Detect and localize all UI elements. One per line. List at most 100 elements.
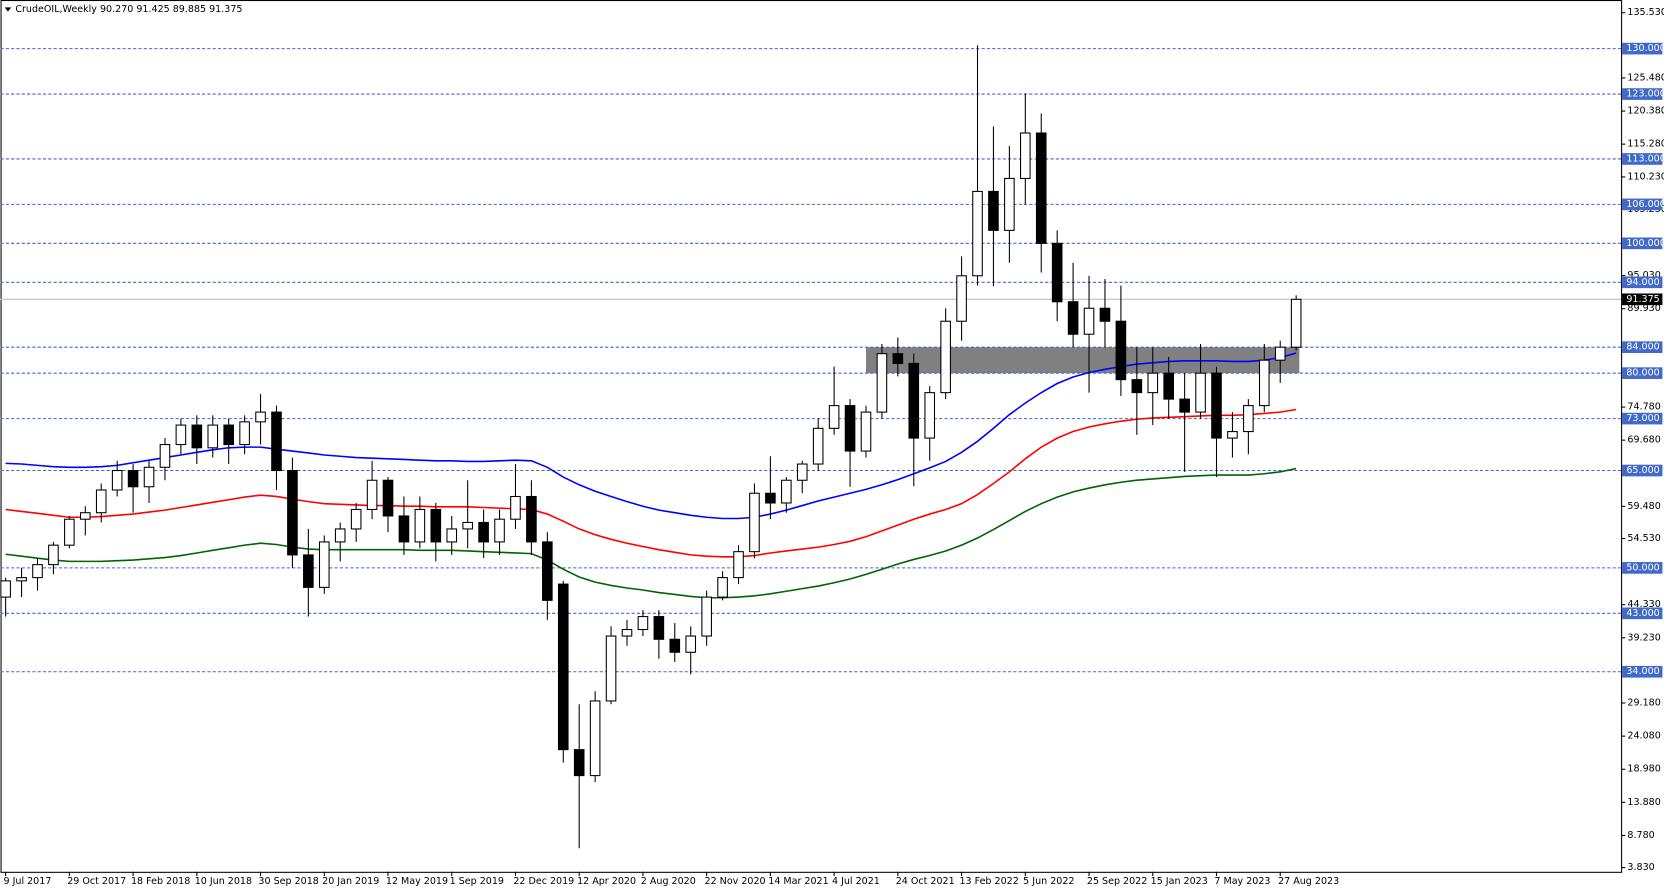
candle-body bbox=[0, 580, 11, 598]
x-tick-label: 18 Feb 2018 bbox=[131, 876, 190, 887]
candle-body bbox=[701, 596, 712, 637]
candle-body bbox=[32, 564, 43, 579]
candle-body bbox=[287, 469, 298, 556]
level-label-box bbox=[1622, 198, 1663, 211]
candle-body bbox=[239, 421, 250, 446]
y-tick-label: 95.030 bbox=[1627, 270, 1660, 281]
x-tick-label: 25 Sep 2022 bbox=[1087, 876, 1147, 887]
candle-body bbox=[1004, 177, 1015, 231]
candle-body bbox=[175, 424, 187, 446]
level-label-box bbox=[1622, 237, 1663, 250]
y-tick-label: 115.280 bbox=[1627, 139, 1664, 150]
y-tick-label: 74.780 bbox=[1627, 402, 1660, 413]
x-tick-label: 29 Oct 2017 bbox=[67, 876, 126, 887]
last-price-label: 91.375 bbox=[1626, 294, 1659, 305]
candle-body bbox=[430, 508, 442, 543]
candle-body bbox=[366, 479, 378, 510]
candle-body bbox=[1051, 242, 1063, 303]
candle-body bbox=[414, 508, 426, 543]
x-tick-label: 5 Jun 2022 bbox=[1023, 876, 1074, 887]
candle-body bbox=[478, 521, 489, 543]
candle-body bbox=[1258, 359, 1270, 407]
last-price-box bbox=[1622, 293, 1663, 306]
candle-body bbox=[653, 616, 665, 640]
candle-body bbox=[860, 411, 872, 452]
candle-body bbox=[271, 411, 282, 472]
candle-body bbox=[956, 275, 967, 322]
plot-frame bbox=[0, 0, 1623, 873]
y-tick-label: 54.530 bbox=[1627, 533, 1660, 544]
level-label: 94.000 bbox=[1626, 277, 1659, 288]
candle-body bbox=[972, 190, 983, 277]
candle-body bbox=[462, 521, 473, 530]
candle-body bbox=[382, 479, 394, 517]
x-tick-label: 7 May 2023 bbox=[1214, 876, 1270, 887]
candle-body bbox=[1131, 379, 1143, 394]
candle-body bbox=[1179, 398, 1190, 413]
candle-body bbox=[127, 469, 139, 488]
candle-body bbox=[207, 424, 219, 449]
moving-average bbox=[5, 467, 1297, 599]
candle-body bbox=[494, 518, 505, 543]
candle-body bbox=[1083, 307, 1095, 335]
level-label: 50.000 bbox=[1626, 562, 1659, 573]
candle-body bbox=[621, 629, 633, 637]
candle-body bbox=[255, 411, 266, 423]
candle-body bbox=[64, 518, 75, 546]
y-tick-label: 125.480 bbox=[1627, 72, 1664, 83]
x-tick-label: 30 Sep 2018 bbox=[258, 876, 318, 887]
candle-body bbox=[844, 405, 856, 452]
candle-body bbox=[446, 528, 458, 543]
menu-icon[interactable] bbox=[4, 7, 12, 12]
level-label-box bbox=[1622, 341, 1663, 354]
candle-body bbox=[908, 362, 920, 439]
candle-body bbox=[159, 444, 171, 468]
candle-body bbox=[1243, 405, 1254, 433]
level-label-box bbox=[1622, 42, 1663, 55]
x-tick-label: 9 Jul 2017 bbox=[4, 876, 52, 887]
y-tick-label: 39.230 bbox=[1627, 632, 1660, 643]
candle-body bbox=[1099, 307, 1111, 322]
level-label: 73.000 bbox=[1626, 413, 1659, 424]
resistance-zone bbox=[865, 347, 1300, 374]
candle-body bbox=[542, 541, 553, 601]
y-tick-label: 120.380 bbox=[1627, 106, 1664, 117]
candle-body bbox=[796, 463, 808, 481]
y-tick-label: 59.480 bbox=[1627, 501, 1660, 512]
level-label: 80.000 bbox=[1626, 368, 1659, 379]
candle-body bbox=[876, 353, 888, 413]
candle-body bbox=[749, 492, 760, 553]
level-label: 65.000 bbox=[1626, 465, 1659, 476]
moving-average bbox=[5, 352, 1297, 520]
candle-body bbox=[79, 512, 91, 520]
candle-body bbox=[557, 583, 569, 751]
candle-body bbox=[510, 495, 521, 520]
y-tick-label: 18.980 bbox=[1627, 764, 1660, 775]
x-tick-label: 1 Sep 2019 bbox=[450, 876, 504, 887]
y-tick-label: 135.530 bbox=[1627, 7, 1664, 18]
x-tick-label: 22 Nov 2020 bbox=[705, 876, 766, 887]
candle-body bbox=[526, 495, 537, 543]
candle-body bbox=[781, 479, 792, 504]
level-label-box bbox=[1622, 665, 1663, 678]
candle-body bbox=[303, 554, 314, 588]
candle-body bbox=[924, 392, 936, 439]
candle-body bbox=[669, 638, 681, 653]
candle-body bbox=[573, 749, 585, 777]
candle-body bbox=[589, 700, 601, 777]
x-tick-label: 20 Jan 2019 bbox=[322, 876, 379, 887]
x-tick-label: 2 Aug 2020 bbox=[641, 876, 696, 887]
candle-body bbox=[988, 190, 999, 231]
candle-body bbox=[16, 577, 27, 582]
level-label-box bbox=[1622, 562, 1663, 574]
candle-body bbox=[1195, 372, 1206, 413]
candle-body bbox=[350, 508, 362, 530]
level-label-box bbox=[1622, 153, 1663, 165]
candle-body bbox=[1163, 372, 1175, 400]
y-tick-label: 44.330 bbox=[1627, 599, 1660, 610]
candle-body bbox=[1211, 372, 1222, 439]
candle-body bbox=[828, 405, 840, 429]
level-label: 130.000 bbox=[1626, 43, 1664, 54]
y-tick-label: 89.930 bbox=[1627, 303, 1660, 314]
